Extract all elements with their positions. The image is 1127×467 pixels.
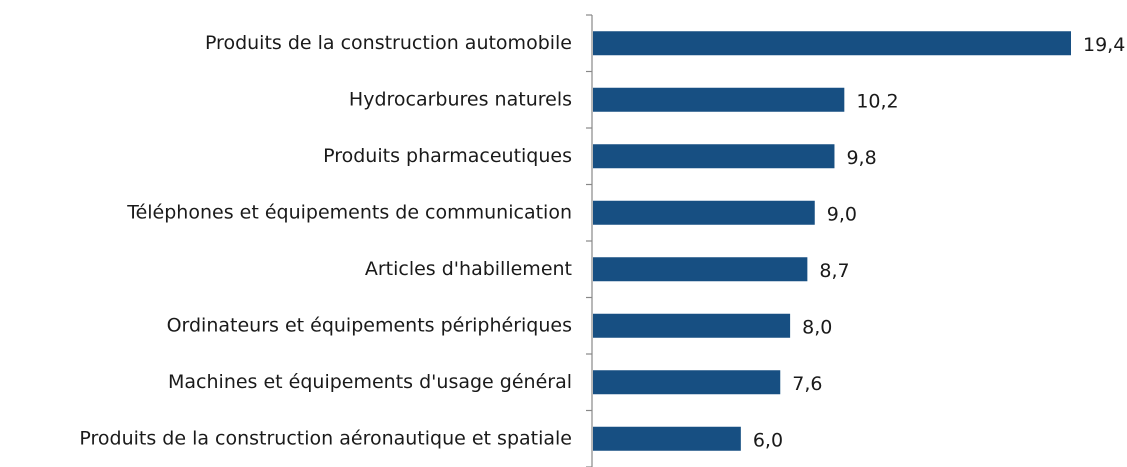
bar	[593, 87, 845, 112]
category-label: Ordinateurs et équipements périphériques	[167, 314, 572, 336]
category-label: Produits de la construction aéronautique…	[79, 427, 572, 449]
bar	[593, 144, 835, 169]
value-label: 9,0	[827, 203, 857, 225]
category-label: Produits pharmaceutiques	[323, 145, 572, 167]
bar	[593, 31, 1071, 56]
bar	[593, 313, 791, 338]
category-label: Hydrocarbures naturels	[349, 88, 572, 110]
value-label: 8,7	[819, 260, 849, 282]
value-label: 8,0	[802, 316, 832, 338]
category-label: Machines et équipements d'usage général	[168, 371, 572, 393]
bar	[593, 200, 815, 225]
bar	[593, 370, 781, 395]
value-label: 9,8	[846, 147, 876, 169]
category-label: Articles d'habillement	[365, 258, 572, 280]
category-label: Téléphones et équipements de communicati…	[126, 201, 572, 223]
value-label: 19,4	[1083, 34, 1125, 56]
bar	[593, 426, 741, 451]
value-label: 6,0	[753, 429, 783, 451]
bar	[593, 257, 808, 282]
category-label: Produits de la construction automobile	[205, 32, 572, 54]
value-label: 7,6	[792, 373, 822, 395]
value-label: 10,2	[856, 90, 898, 112]
